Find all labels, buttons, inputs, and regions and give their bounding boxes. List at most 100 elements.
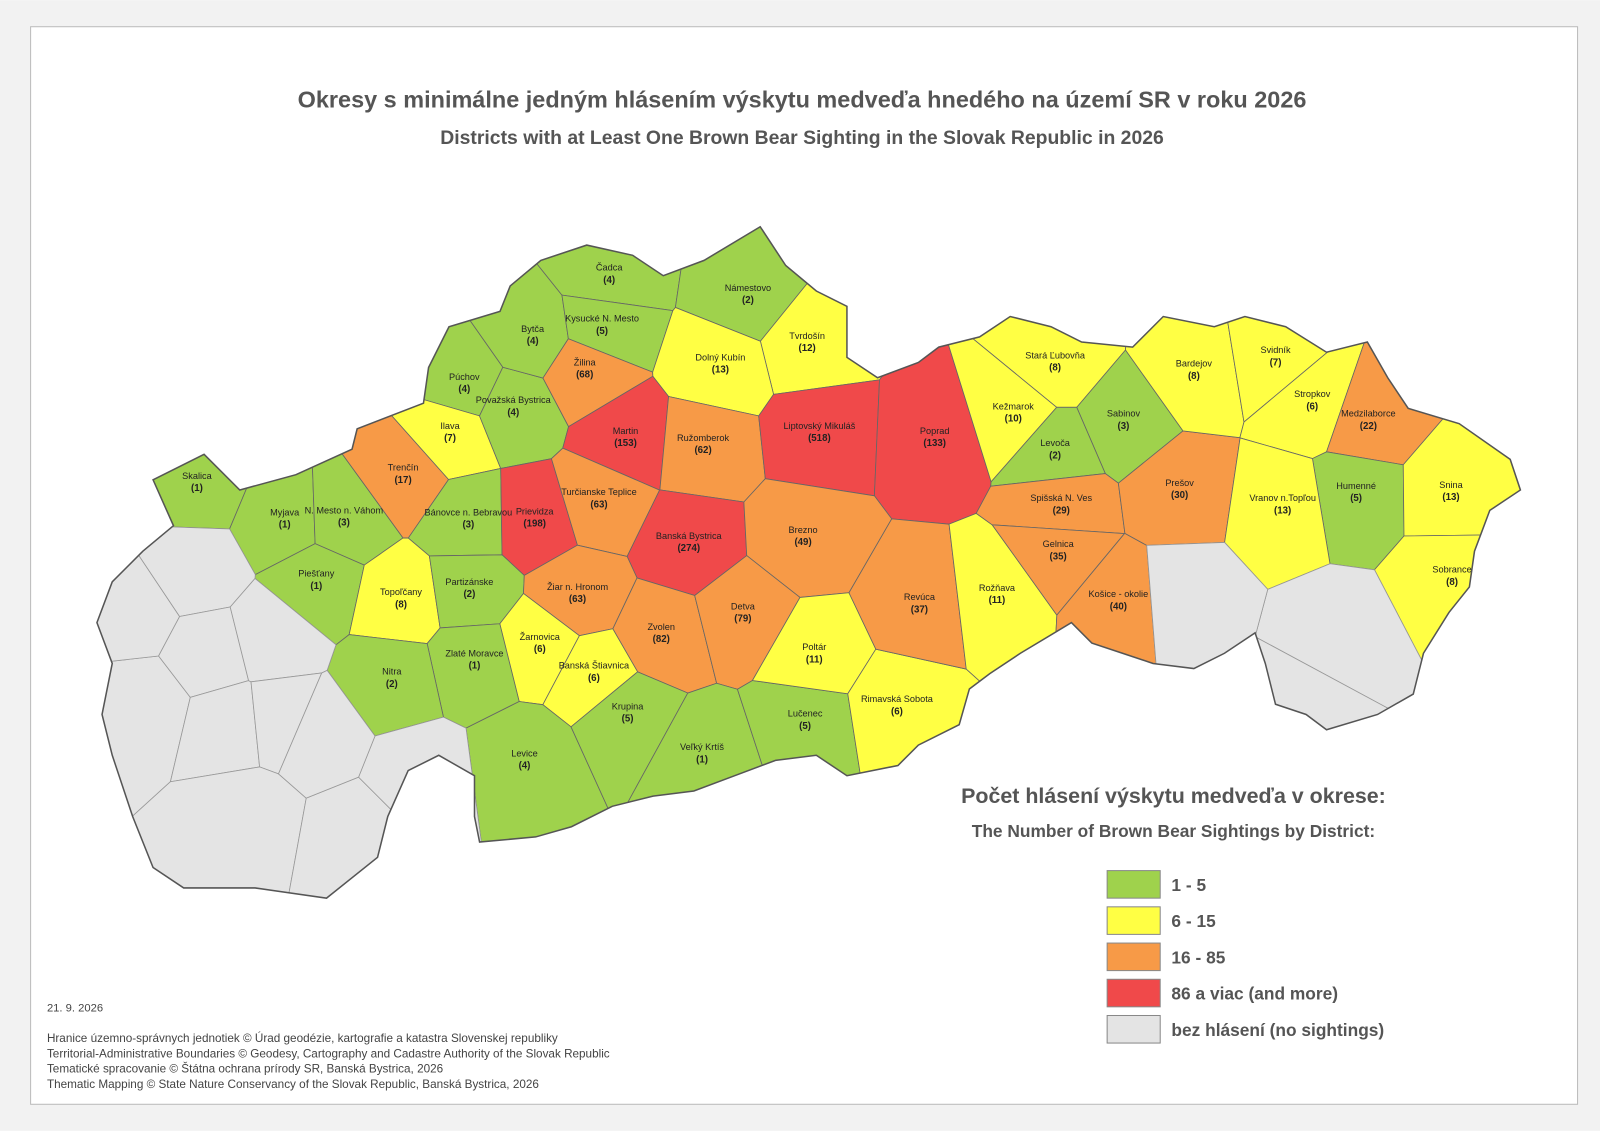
legend-label: 86 a viac (and more): [1171, 984, 1338, 1004]
district-name: Gelnica: [1043, 539, 1075, 549]
district-name: Lučenec: [788, 709, 823, 719]
district-name: Košice - okolie: [1089, 589, 1149, 599]
district-value: (1): [310, 581, 322, 592]
district-name: Detva: [731, 601, 756, 611]
title: Okresy s minimálne jedným hlásením výsky…: [298, 86, 1307, 112]
district-value: (7): [444, 433, 456, 444]
district-name: Stropkov: [1294, 389, 1331, 399]
district-value: (2): [1049, 450, 1061, 461]
district-name: Bytča: [521, 324, 545, 334]
district-name: Liptovský Mikuláš: [783, 421, 855, 431]
subtitle: Districts with at Least One Brown Bear S…: [440, 127, 1164, 149]
legend-title: Počet hlásení výskytu medveďa v okrese:: [961, 784, 1386, 808]
district-name: Krupina: [612, 701, 645, 711]
district-value: (518): [808, 433, 831, 444]
district-value: (2): [742, 295, 754, 306]
district-name: Prievidza: [516, 506, 555, 516]
district-value: (2): [463, 589, 475, 600]
district-value: (68): [576, 370, 593, 381]
district-name: Nitra: [382, 667, 402, 677]
district-value: (6): [588, 673, 600, 684]
district-name: Topoľčany: [380, 587, 422, 597]
district-value: (13): [1442, 492, 1459, 503]
district-value: (4): [527, 336, 539, 347]
district-name: Sabinov: [1107, 409, 1141, 419]
district-value: (5): [596, 326, 608, 337]
district-labels: Skalica (1) Myjava (1) N. Mesto n. Váhom (3) P…: [182, 263, 1472, 772]
district-name: Medzilaborce: [1341, 409, 1396, 419]
district-value: (3): [338, 518, 350, 529]
district-value: (1): [469, 661, 481, 672]
credit-line: Hranice územno-správnych jednotiek © Úra…: [47, 1032, 558, 1045]
district-name: Rožňava: [979, 583, 1016, 593]
district-name: Prešov: [1165, 478, 1194, 488]
district-name: Dolný Kubín: [695, 352, 745, 362]
district-name: Turčianske Teplice: [561, 487, 636, 497]
district-no-sightings: [277, 669, 376, 799]
district-name: Žarnovica: [520, 632, 561, 642]
district-value: (6): [1306, 401, 1318, 412]
district-name: Partizánske: [445, 577, 493, 587]
district-name: Stará Ľubovňa: [1025, 350, 1086, 360]
district-value: (37): [911, 604, 928, 615]
legend-swatch: [1106, 978, 1161, 1008]
district-value: (4): [507, 408, 519, 419]
district-name: Brezno: [789, 525, 818, 535]
district-name: Skalica: [182, 471, 212, 481]
district-value: (1): [279, 520, 291, 531]
district-value: (8): [395, 599, 407, 610]
district-value: (62): [694, 445, 711, 456]
district-value: (29): [1053, 505, 1070, 516]
district-name: Sobrance: [1432, 565, 1471, 575]
district-name: Veľký Krtíš: [680, 742, 724, 752]
district-value: (35): [1050, 551, 1067, 562]
district-name: Piešťany: [298, 569, 334, 579]
district-value: (6): [891, 706, 903, 717]
district-value: (8): [1446, 577, 1458, 588]
district-value: (1): [696, 754, 708, 765]
district-value: (63): [590, 499, 607, 510]
district-value: (30): [1171, 490, 1188, 501]
district-name: Poprad: [920, 426, 950, 436]
district-name: Levice: [511, 748, 538, 758]
district-value: (4): [603, 275, 615, 286]
district-value: (13): [712, 365, 729, 376]
legend-subtitle: The Number of Brown Bear Sightings by Di…: [972, 821, 1375, 841]
district-name: Žilina: [574, 358, 597, 368]
district-value: (11): [989, 595, 1006, 606]
legend-label: 6 - 15: [1171, 911, 1216, 931]
legend-label: 16 - 85: [1171, 947, 1225, 967]
district-name: Trenčín: [388, 463, 419, 473]
legend-swatch: [1106, 942, 1161, 972]
district-name: Spišská N. Ves: [1030, 493, 1092, 503]
district-name: Levoča: [1040, 438, 1070, 448]
district-name: Myjava: [270, 507, 300, 517]
district-name: Banská Štiavnica: [559, 661, 630, 671]
district-name: Poltár: [802, 642, 826, 652]
district-value: (5): [622, 714, 634, 725]
district-value: (13): [1274, 505, 1291, 516]
district-name: Kysucké N. Mesto: [565, 314, 639, 324]
district-name: Bardejov: [1176, 359, 1213, 369]
district-name: Rimavská Sobota: [861, 694, 934, 704]
district-value: (133): [923, 438, 946, 449]
credit-line: Thematic Mapping © State Nature Conserva…: [47, 1078, 539, 1091]
district-value: (8): [1049, 363, 1061, 374]
district-value: (79): [734, 614, 751, 625]
district-value: (198): [523, 519, 546, 530]
district-name: Považská Bystrica: [476, 395, 552, 405]
district-value: (1): [191, 483, 203, 494]
district-value: (49): [794, 537, 811, 548]
district-value: (2): [386, 679, 398, 690]
legend-label: bez hlásení (no sightings): [1171, 1020, 1384, 1040]
district-name: Púchov: [449, 372, 480, 382]
district-value: (3): [462, 520, 474, 531]
district-value: (4): [519, 761, 531, 772]
legend-swatch: [1106, 1014, 1161, 1044]
district-name: Zvolen: [647, 622, 675, 632]
district-name: Ilava: [440, 421, 460, 431]
district-value: (17): [394, 475, 411, 486]
district-value: (5): [799, 721, 811, 732]
district-name: Tvrdošín: [789, 331, 825, 341]
